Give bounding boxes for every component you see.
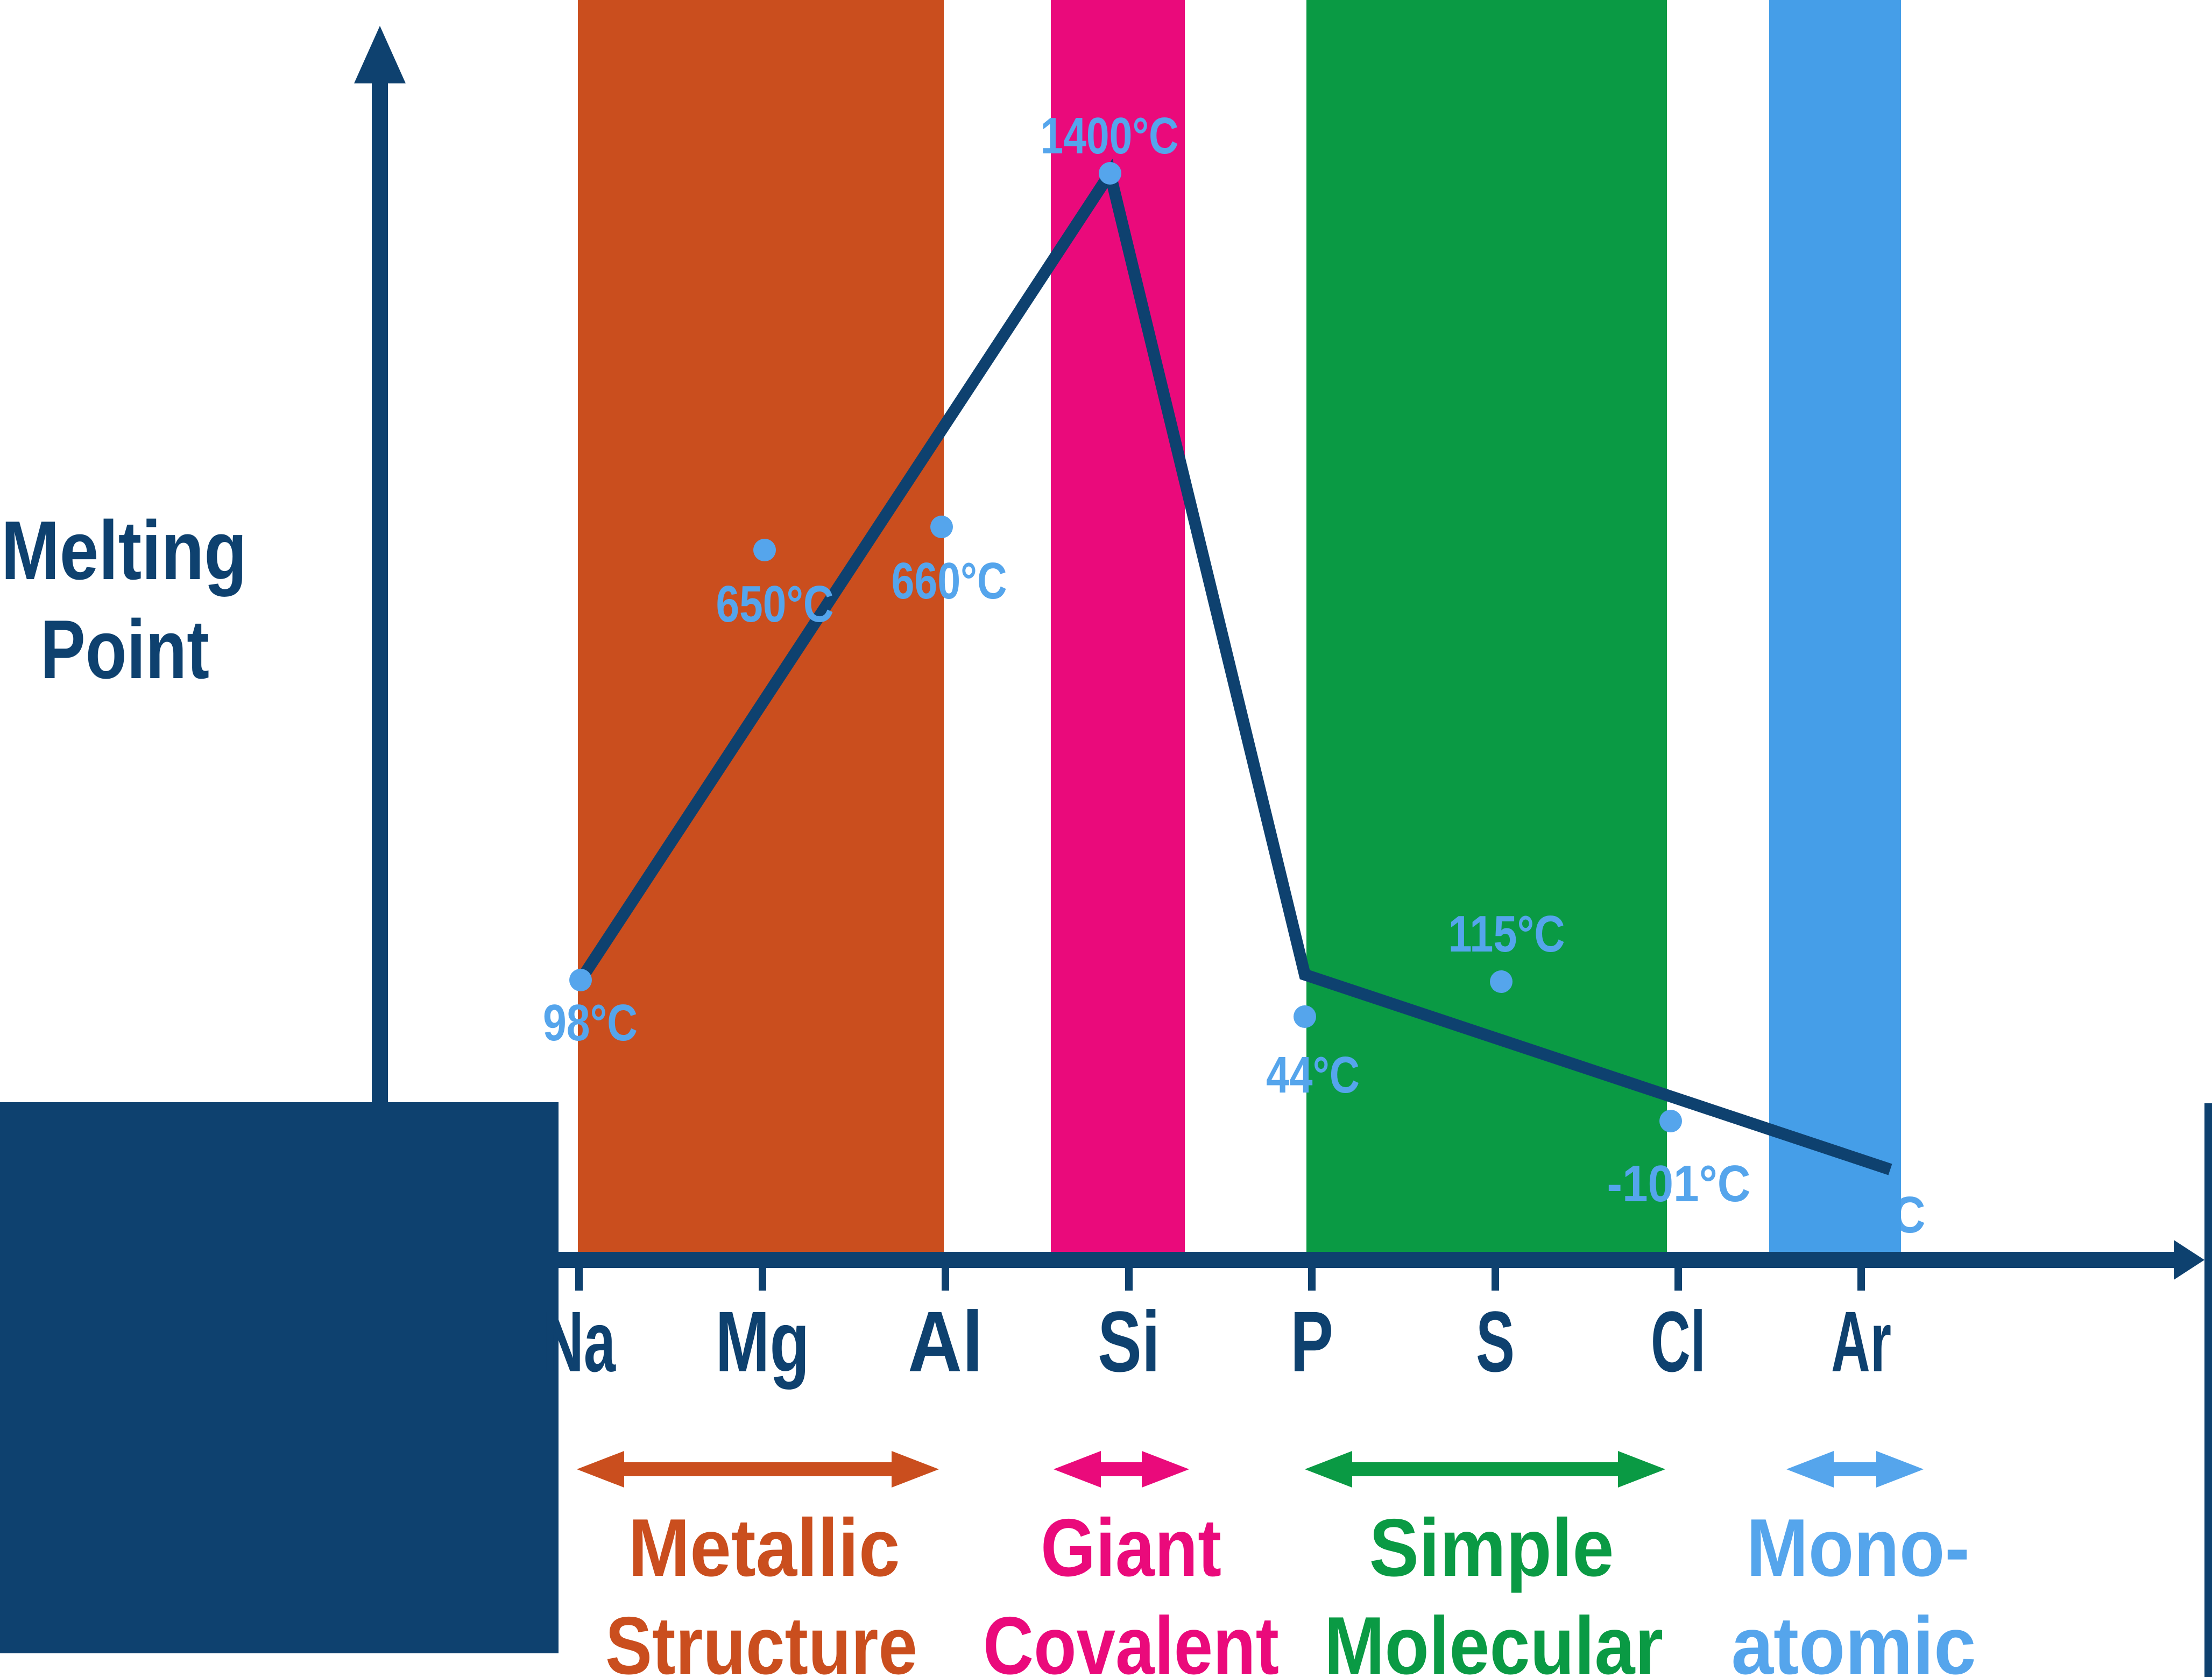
monoatomic-band xyxy=(1769,0,1901,1263)
tick-al xyxy=(942,1268,949,1291)
x-axis xyxy=(484,1252,2174,1268)
tick-si xyxy=(1125,1268,1133,1291)
melting-point-label-p: 44°C xyxy=(1266,1046,1360,1104)
element-label-na: Na xyxy=(542,1293,616,1390)
element-label-cl: Cl xyxy=(1651,1293,1706,1390)
y-axis-title-line1: Melting xyxy=(1,504,247,597)
element-label-s: S xyxy=(1476,1293,1515,1390)
metallic-structure-band xyxy=(578,0,944,1263)
group-label-monoatomic-line2: atomic xyxy=(1732,1600,1976,1677)
melting-point-line xyxy=(575,158,1892,1175)
y-axis-arrowhead-icon xyxy=(354,26,406,83)
tick-s xyxy=(1492,1268,1499,1291)
y-axis xyxy=(372,78,388,1109)
melting-point-label-cl: -101°C xyxy=(1607,1155,1751,1213)
element-label-ar: Ar xyxy=(1831,1293,1891,1390)
tick-ar xyxy=(1857,1268,1865,1291)
tick-cl xyxy=(1674,1268,1682,1291)
data-point-si xyxy=(1099,162,1121,185)
melting-point-label-na: 98°C xyxy=(543,994,638,1052)
element-label-al: Al xyxy=(908,1293,983,1390)
data-point-s xyxy=(1490,970,1513,993)
tick-p xyxy=(1308,1268,1316,1291)
data-point-na xyxy=(569,969,592,991)
melting-point-label-s: 115°C xyxy=(1448,905,1565,963)
y-axis-title-line2: Point xyxy=(40,603,209,696)
element-label-p: P xyxy=(1290,1293,1333,1390)
data-point-p xyxy=(1294,1005,1316,1028)
tick-mg xyxy=(759,1268,766,1291)
data-point-mg xyxy=(753,539,776,561)
element-label-mg: Mg xyxy=(716,1293,810,1390)
melting-point-label-mg: 650°C xyxy=(716,575,834,633)
group-label-metallic-line2: Structure xyxy=(605,1600,917,1677)
monoatomic-range-arrow-icon xyxy=(1786,1451,1924,1488)
x-axis-arrowhead-icon xyxy=(2174,1240,2204,1280)
metallic-range-arrow-icon xyxy=(577,1451,939,1488)
data-point-cl xyxy=(1659,1110,1682,1132)
group-label-monoatomic-line1: Mono- xyxy=(1747,1502,1970,1594)
group-label-simple-molecular-line1: Simple xyxy=(1369,1502,1614,1594)
melting-point-label-si: 1400°C xyxy=(1041,107,1179,165)
tick-na xyxy=(575,1268,583,1291)
giant-covalent-range-arrow-icon xyxy=(1054,1451,1189,1488)
element-label-si: Si xyxy=(1098,1293,1160,1390)
group-label-giant-covalent-line2: Covalent xyxy=(983,1600,1279,1677)
data-point-al xyxy=(930,516,953,538)
group-label-simple-molecular-line2: Molecular xyxy=(1324,1600,1663,1677)
simple-molecular-range-arrow-icon xyxy=(1305,1451,1665,1488)
melting-point-label-al: 660°C xyxy=(892,552,1007,610)
group-label-giant-covalent-line1: Giant xyxy=(1041,1502,1221,1594)
simple-molecular-band xyxy=(1306,0,1667,1263)
origin-block xyxy=(0,1102,559,1653)
right-border-strip xyxy=(2204,1103,2212,1677)
group-label-metallic-line1: Metallic xyxy=(628,1502,900,1594)
